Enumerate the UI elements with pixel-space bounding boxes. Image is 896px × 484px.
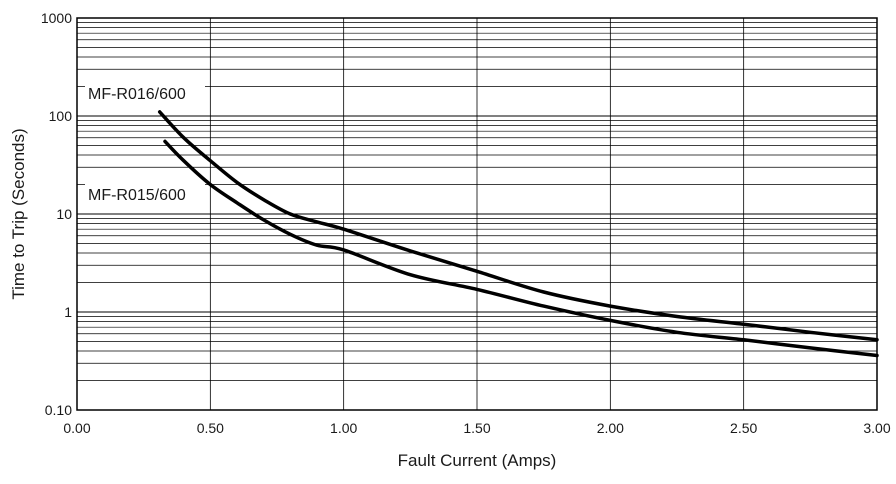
x-tick-label: 1.50 bbox=[463, 420, 490, 436]
y-tick-label: 10 bbox=[56, 206, 72, 222]
y-axis-title: Time to Trip (Seconds) bbox=[9, 128, 28, 299]
grid-layer bbox=[76, 18, 878, 411]
x-axis-title: Fault Current (Amps) bbox=[398, 451, 557, 470]
x-tick-label: 2.00 bbox=[597, 420, 624, 436]
series-line-1 bbox=[157, 110, 879, 342]
x-tick-label: 1.00 bbox=[330, 420, 357, 436]
series-label-bg bbox=[85, 82, 205, 104]
x-tick-label: 0.50 bbox=[197, 420, 224, 436]
y-tick-label: 0.10 bbox=[45, 402, 72, 418]
y-tick-label: 100 bbox=[49, 108, 73, 124]
series-line-2 bbox=[163, 139, 879, 358]
series-layer bbox=[157, 110, 879, 358]
series-label: MF-R016/600 bbox=[88, 86, 186, 103]
y-tick-label: 1000 bbox=[41, 10, 72, 26]
series-label-bg bbox=[85, 183, 205, 205]
x-tick-label: 0.00 bbox=[63, 420, 90, 436]
plot-frame bbox=[76, 17, 878, 411]
y-tick-label: 1 bbox=[64, 304, 72, 320]
labels-layer: 0.00 0.50 1.00 1.50 2.00 2.50 3.00 0.10 1 10 100 10… bbox=[41, 10, 891, 436]
x-tick-label: 3.00 bbox=[863, 420, 890, 436]
x-tick-label: 2.50 bbox=[730, 420, 757, 436]
series-label: MF-R015/600 bbox=[88, 187, 186, 204]
